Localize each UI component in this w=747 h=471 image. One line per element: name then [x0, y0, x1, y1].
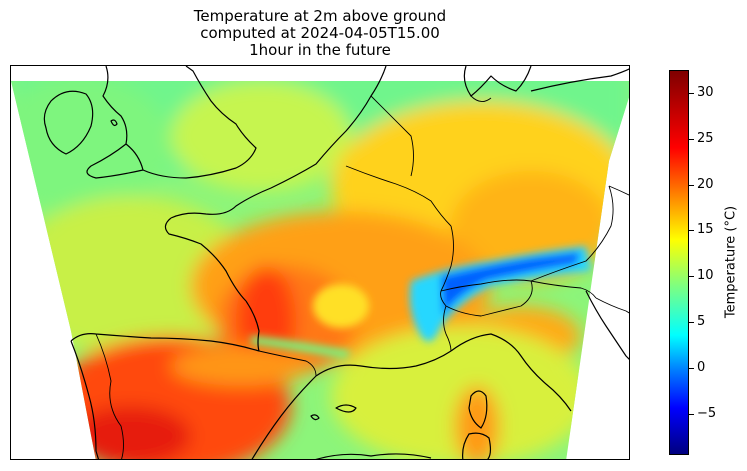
colorbar-tick: [689, 185, 694, 186]
coastlines: [43, 66, 629, 459]
colorbar-tick-label: 15: [697, 222, 714, 237]
colorbar-tick-label: 20: [697, 177, 714, 192]
colorbar-tick: [689, 322, 694, 323]
colorbar-tick-label: 10: [697, 268, 714, 283]
title-line-2: computed at 2024-04-05T15.00: [200, 24, 440, 42]
country-borders: [95, 95, 629, 459]
colorbar-tick: [689, 139, 694, 140]
colorbar-tick-label: 0: [697, 360, 706, 375]
colorbar-tick: [689, 276, 694, 277]
temperature-field: [11, 81, 629, 459]
plot-title: Temperature at 2m above ground computed …: [10, 8, 630, 59]
colorbar: [669, 70, 689, 455]
title-line-3: 1hour in the future: [249, 41, 391, 59]
colorbar-tick-label: 5: [697, 314, 706, 329]
colorbar-tick: [689, 414, 694, 415]
title-line-1: Temperature at 2m above ground: [193, 7, 447, 25]
colorbar-tick: [689, 230, 694, 231]
temperature-map: [10, 65, 630, 460]
colorbar-tick: [689, 368, 694, 369]
colorbar-tick-label: 30: [697, 85, 714, 100]
colorbar-label: Temperature (°C): [723, 205, 739, 319]
colorbar-tick-label: −5: [697, 406, 717, 421]
colorbar-tick: [689, 93, 694, 94]
colorbar-tick-label: 25: [697, 131, 714, 146]
